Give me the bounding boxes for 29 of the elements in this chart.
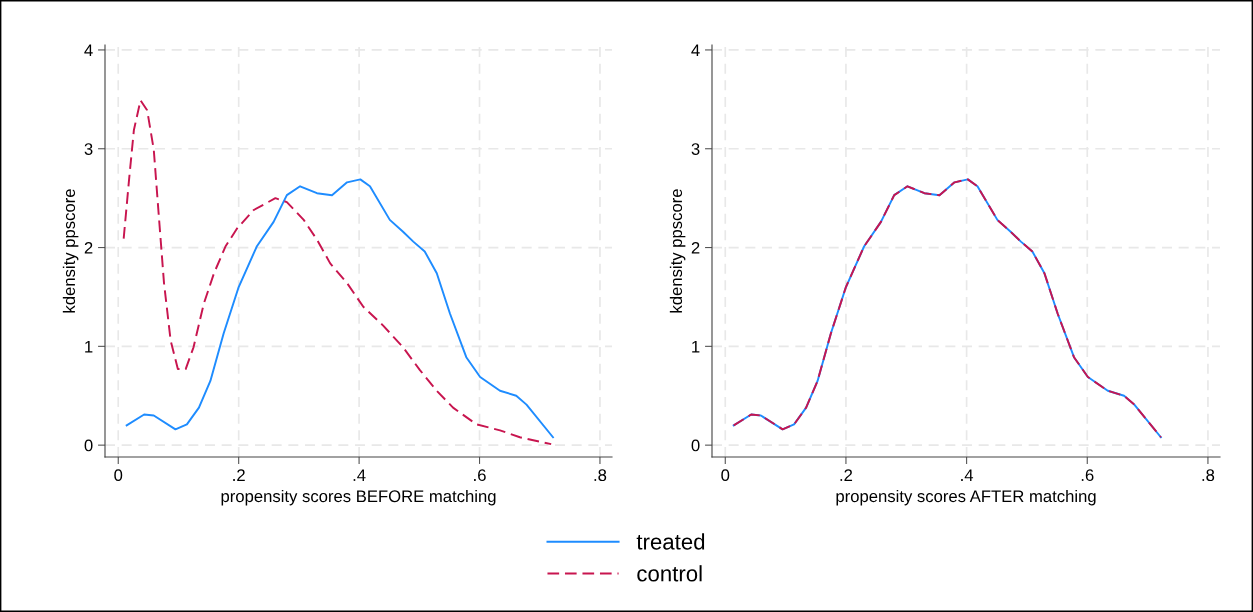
- x-tick-label: .4: [353, 469, 366, 481]
- y-tick-label: 0: [691, 439, 700, 452]
- legend-label: control: [637, 565, 702, 582]
- y-tick-label: 2: [691, 241, 700, 254]
- x-tick-label: .2: [233, 469, 245, 481]
- x-axis-title: propensity scores BEFORE matching: [221, 489, 496, 506]
- y-tick-label: 4: [84, 44, 93, 56]
- y-tick-label: 2: [84, 241, 93, 254]
- x-tick-label: 0: [114, 469, 123, 482]
- x-tick-label: 0: [721, 469, 730, 482]
- x-axis-title: propensity scores AFTER matching: [836, 489, 1096, 506]
- x-tick-label: .8: [1202, 469, 1215, 482]
- y-axis-title: kdensity ppscore: [62, 189, 79, 313]
- line-series: [122, 99, 553, 446]
- x-tick-label: .4: [961, 469, 974, 481]
- x-tick-label: .8: [594, 469, 607, 482]
- x-tick-label: .2: [840, 469, 853, 481]
- x-tick-label: .6: [474, 469, 486, 482]
- line-series: [732, 178, 1162, 439]
- y-tick-label: 0: [84, 439, 93, 452]
- legend-label: treated: [636, 533, 705, 550]
- y-axis-title: kdensity ppscore: [669, 189, 686, 313]
- x-tick-label: .6: [1081, 469, 1094, 482]
- y-tick-label: 1: [85, 340, 93, 353]
- y-tick-label: 1: [692, 340, 700, 353]
- y-tick-label: 3: [84, 143, 93, 155]
- line-series: [125, 178, 554, 439]
- y-tick-label: 3: [691, 143, 700, 155]
- y-tick-label: 4: [691, 44, 700, 56]
